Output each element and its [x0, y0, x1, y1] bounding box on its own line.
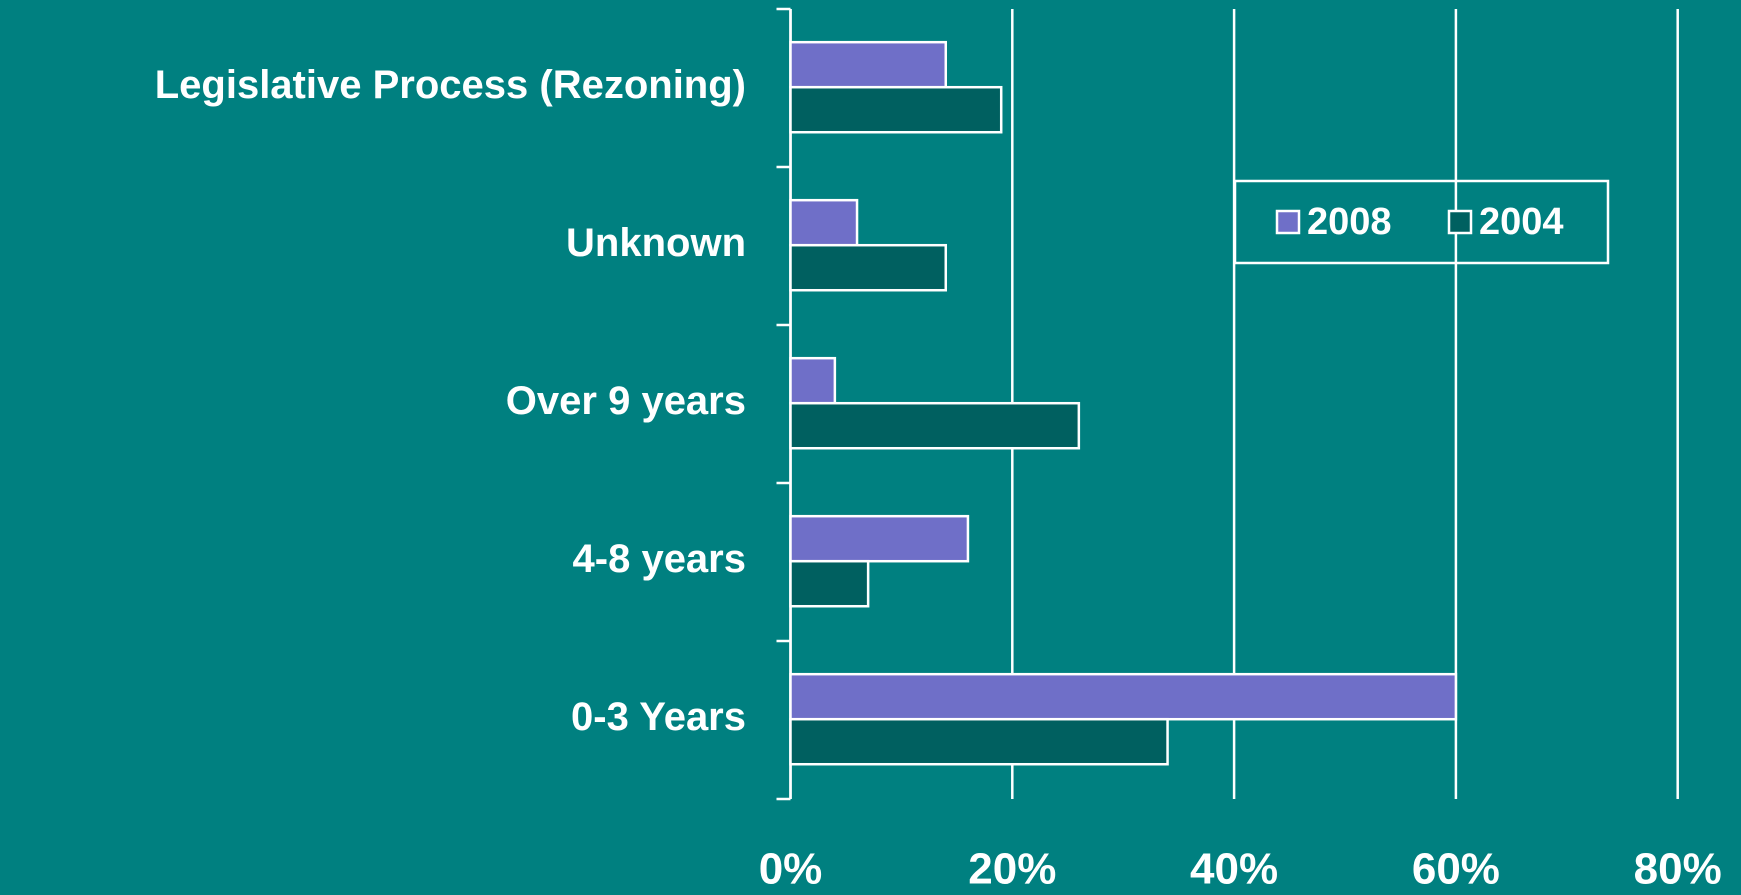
y-tick-label: Over 9 years [506, 379, 746, 423]
y-tick-label: Legislative Process (Rezoning) [155, 63, 746, 107]
legend-label: 2004 [1479, 201, 1564, 243]
x-tick-label: 60% [1412, 845, 1500, 894]
bar [789, 85, 1003, 134]
legend-box [1233, 179, 1610, 265]
bar [789, 356, 837, 405]
y-tick-label: 4-8 years [573, 537, 746, 581]
x-tick-label: 20% [968, 845, 1056, 894]
bar [789, 401, 1081, 450]
x-tick-label: 40% [1190, 845, 1278, 894]
bar [789, 672, 1458, 721]
bar [789, 198, 859, 247]
y-tick-label: Unknown [566, 221, 746, 265]
bar [789, 40, 948, 89]
x-tick-label: 0% [759, 845, 823, 894]
legend-label: 2008 [1307, 201, 1392, 243]
legend-swatch [1275, 209, 1301, 235]
bar [789, 717, 1169, 766]
y-tick-label: 0-3 Years [571, 695, 746, 739]
bar [789, 514, 970, 563]
bar [789, 559, 870, 608]
x-tick-label: 80% [1634, 845, 1722, 894]
legend-swatch [1447, 209, 1473, 235]
bar [789, 243, 948, 292]
legend: 2008 2004 [1233, 179, 1610, 265]
